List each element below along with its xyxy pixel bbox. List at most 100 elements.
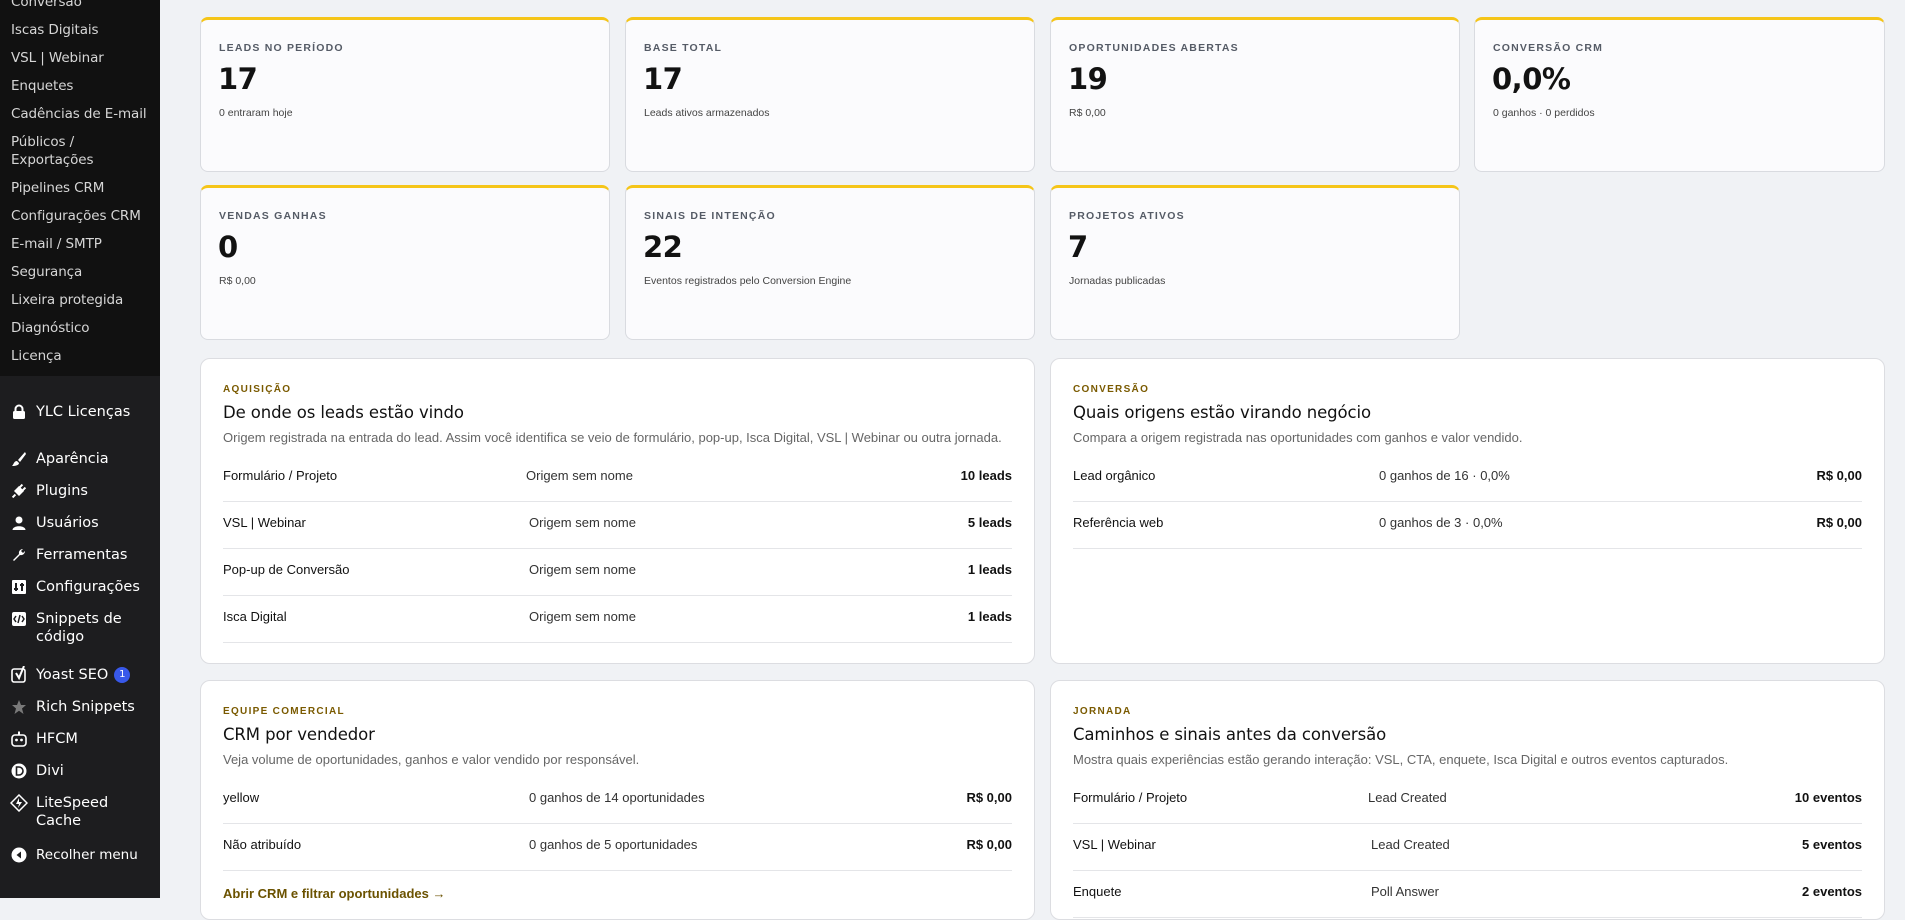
user-icon <box>10 514 28 532</box>
sidebar-item-ylc-licencas[interactable]: YLC Licenças <box>0 398 160 426</box>
stat-card-sinais-intencao: SINAIS DE INTENÇÃO 22 Eventos registrado… <box>625 185 1035 340</box>
main-menu: Aparência Plugins Usuários Ferramentas C… <box>0 445 160 869</box>
sidebar-item-label: Divi <box>36 763 64 779</box>
stat-label: LEADS NO PERÍODO <box>219 42 344 54</box>
submenu-item-enquetes[interactable]: Enquetes <box>11 78 74 94</box>
acquisition-panel: AQUISIÇÃO De onde os leads estão vindo O… <box>200 358 1035 664</box>
collapse-arrow-icon <box>10 846 28 864</box>
count-cell: 1 leads <box>967 562 1012 577</box>
table-row: VSL | Webinar Lead Created 5 eventos <box>1073 824 1862 871</box>
submenu-item-configuracoes-crm[interactable]: Configurações CRM <box>11 208 141 224</box>
sidebar-item-usuarios[interactable]: Usuários <box>0 509 160 537</box>
sidebar-item-label: LiteSpeed Cache <box>36 795 109 829</box>
value-cell: R$ 0,00 <box>1816 468 1862 483</box>
sidebar-item-label: Ferramentas <box>36 547 128 563</box>
submenu-item-vsl-webinar[interactable]: VSL | Webinar <box>11 50 104 66</box>
paintbrush-icon <box>10 450 28 468</box>
sidebar-item-label: HFCM <box>36 731 78 747</box>
stat-label: BASE TOTAL <box>644 42 723 54</box>
stat-label: VENDAS GANHAS <box>219 210 327 222</box>
source-cell: Enquete <box>1073 884 1122 899</box>
stat-value: 7 <box>1068 230 1088 264</box>
submenu-item-licenca[interactable]: Licença <box>11 348 62 364</box>
open-crm-link[interactable]: Abrir CRM e filtrar oportunidades → <box>223 886 446 901</box>
origin-cell: Origem sem nome <box>529 562 636 577</box>
sidebar-item-plugins[interactable]: Plugins <box>0 477 160 505</box>
submenu-item-lixeira-protegida[interactable]: Lixeira protegida <box>11 292 124 308</box>
panel-eyebrow: JORNADA <box>1073 706 1132 717</box>
event-cell: Poll Answer <box>1371 884 1439 899</box>
sidebar-item-ferramentas[interactable]: Ferramentas <box>0 541 160 569</box>
stat-value: 17 <box>218 62 258 96</box>
submenu-item-publicos-exportacoes[interactable]: Públicos / Exportações <box>11 134 94 168</box>
sidebar-item-aparencia[interactable]: Aparência <box>0 445 160 473</box>
stat-subtext: R$ 0,00 <box>1069 107 1106 119</box>
submenu-item-diagnostico[interactable]: Diagnóstico <box>11 320 90 336</box>
source-cell: Isca Digital <box>223 609 287 624</box>
code-snippet-icon <box>10 610 28 628</box>
count-cell: 10 leads <box>960 468 1012 483</box>
sidebar-item-yoast-seo[interactable]: Yoast SEO 1 <box>0 661 160 689</box>
stat-subtext: 0 entraram hoje <box>219 107 293 119</box>
collapse-menu-button[interactable]: Recolher menu <box>0 841 160 869</box>
stat-value: 22 <box>643 230 683 264</box>
submenu-item-conversao[interactable]: Conversão <box>11 0 82 10</box>
seller-cell: yellow <box>223 790 260 805</box>
table-row: Lead orgânico 0 ganhos de 16 · 0,0% R$ 0… <box>1073 455 1862 502</box>
sidebar-item-label: YLC Licenças <box>36 404 131 420</box>
sidebar-item-label: Snippets de código <box>36 611 122 645</box>
source-cell: VSL | Webinar <box>223 515 306 530</box>
stat-value: 17 <box>643 62 683 96</box>
sidebar-item-label: Configurações <box>36 579 140 595</box>
table-row: VSL | Webinar Origem sem nome 5 leads <box>223 502 1012 549</box>
submenu-item-seguranca[interactable]: Segurança <box>11 264 83 280</box>
panel-title: Caminhos e sinais antes da conversão <box>1073 725 1387 744</box>
source-cell: Formulário / Projeto <box>223 468 338 483</box>
plugin-icon <box>10 482 28 500</box>
plugin-submenu: Conversão Iscas Digitais VSL | Webinar E… <box>0 0 160 376</box>
origin-cell: Origem sem nome <box>529 515 636 530</box>
lock-icon <box>10 403 28 421</box>
submenu-item-cadencias-email[interactable]: Cadências de E-mail <box>11 106 147 122</box>
detail-cell: 0 ganhos de 14 oportunidades <box>529 790 705 805</box>
panel-description: Mostra quais experiências estão gerando … <box>1073 752 1729 767</box>
table-row: Formulário / Projeto Lead Created 10 eve… <box>1073 777 1862 824</box>
source-cell: VSL | Webinar <box>1073 837 1156 852</box>
stat-label: OPORTUNIDADES ABERTAS <box>1069 42 1239 54</box>
event-cell: Lead Created <box>1371 837 1450 852</box>
sidebar-item-hfcm[interactable]: HFCM <box>0 725 160 753</box>
table-row: Enquete Poll Answer 2 eventos <box>1073 871 1862 918</box>
submenu-item-pipelines-crm[interactable]: Pipelines CRM <box>11 180 105 196</box>
panel-eyebrow: AQUISIÇÃO <box>223 384 292 395</box>
origin-cell: Origem sem nome <box>529 609 636 624</box>
submenu-item-email-smtp[interactable]: E-mail / SMTP <box>11 236 102 252</box>
value-cell: R$ 0,00 <box>966 837 1012 852</box>
submenu-item-iscas-digitais[interactable]: Iscas Digitais <box>11 22 99 38</box>
sidebar-item-label: Recolher menu <box>36 847 138 863</box>
sales-team-panel: EQUIPE COMERCIAL CRM por vendedor Veja v… <box>200 680 1035 920</box>
sidebar-item-rich-snippets[interactable]: Rich Snippets <box>0 693 160 721</box>
sidebar-item-label: Plugins <box>36 483 88 499</box>
sidebar-item-divi[interactable]: Divi <box>0 757 160 785</box>
journey-panel: JORNADA Caminhos e sinais antes da conve… <box>1050 680 1885 920</box>
admin-sidebar: Conversão Iscas Digitais VSL | Webinar E… <box>0 0 160 898</box>
journey-table: Formulário / Projeto Lead Created 10 eve… <box>1073 777 1862 918</box>
table-row: Pop-up de Conversão Origem sem nome 1 le… <box>223 549 1012 596</box>
notification-badge: 1 <box>114 667 131 683</box>
stat-value: 0,0% <box>1492 62 1571 96</box>
value-cell: R$ 0,00 <box>1816 515 1862 530</box>
sales-team-table: yellow 0 ganhos de 14 oportunidades R$ 0… <box>223 777 1012 871</box>
sidebar-item-configuracoes[interactable]: Configurações <box>0 573 160 601</box>
sidebar-item-label: Yoast SEO <box>36 667 109 683</box>
sidebar-item-snippets-de-codigo[interactable]: Snippets de código <box>0 605 160 651</box>
sidebar-item-litespeed-cache[interactable]: LiteSpeed Cache <box>0 789 160 835</box>
table-row: Não atribuído 0 ganhos de 5 oportunidade… <box>223 824 1012 871</box>
stat-card-base-total: BASE TOTAL 17 Leads ativos armazenados <box>625 17 1035 172</box>
count-cell: 10 eventos <box>1794 790 1862 805</box>
detail-cell: 0 ganhos de 5 oportunidades <box>529 837 698 852</box>
stat-card-projetos-ativos: PROJETOS ATIVOS 7 Jornadas publicadas <box>1050 185 1460 340</box>
panel-description: Veja volume de oportunidades, ganhos e v… <box>223 752 640 767</box>
wrench-icon <box>10 546 28 564</box>
settings-icon <box>10 578 28 596</box>
seller-cell: Não atribuído <box>223 837 302 852</box>
